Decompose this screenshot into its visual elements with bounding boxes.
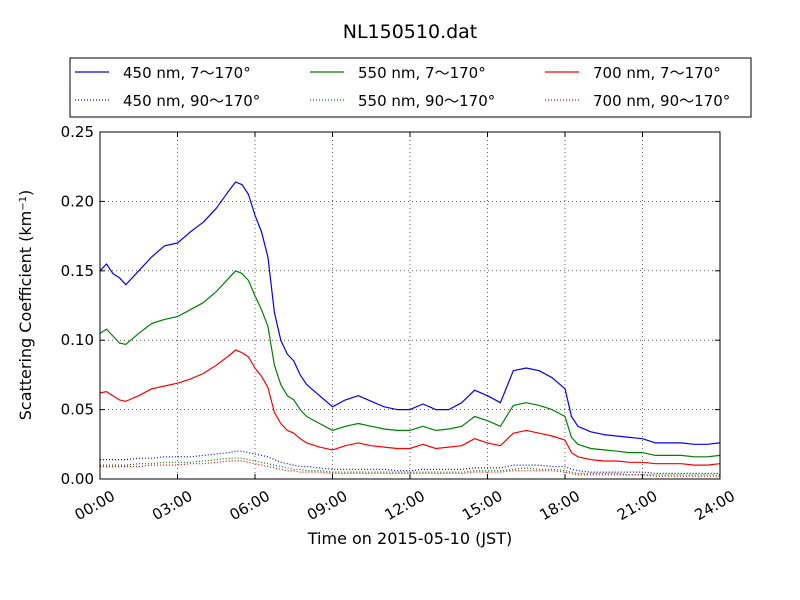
y-axis-label-close: ) — [16, 190, 35, 196]
legend-label: 550 nm, 7～170° — [358, 64, 486, 82]
series-line-550-nm-7-170 — [99, 270, 721, 458]
legend-label: 450 nm, 7～170° — [123, 64, 251, 82]
y-tick-label: 0.05 — [61, 401, 94, 419]
series-line-450-nm-90-170 — [100, 450, 720, 474]
chart-title: NL150510.dat — [343, 21, 478, 43]
y-tick-label: 0.10 — [61, 331, 94, 349]
legend: 450 nm, 7～170° 550 nm, 7～170° 700 nm, 7～17… — [69, 57, 752, 118]
legend-label: 700 nm, 7～170° — [593, 64, 721, 82]
y-axis-label-main: Scattering Coefficient (km — [16, 211, 35, 421]
y-tick-label: 0.20 — [61, 192, 94, 210]
legend-label: 550 nm, 90～170° — [358, 92, 495, 110]
y-tick-label: 0.00 — [61, 470, 94, 488]
legend-box — [69, 57, 752, 118]
y-tick-label: 0.15 — [61, 262, 94, 280]
legend-label: 450 nm, 90～170° — [123, 92, 260, 110]
y-tick-label: 0.25 — [61, 123, 94, 141]
plot-background — [100, 132, 720, 479]
y-axis-label: Scattering Coefficient (km−1) — [16, 190, 35, 421]
x-axis-label: Time on 2015-05-10 (JST) — [307, 529, 512, 548]
legend-label: 700 nm, 90～170° — [593, 92, 730, 110]
grid — [100, 132, 720, 479]
series-lines — [99, 181, 721, 477]
plot-area: 00:00 03:00 06:00 09:00 12:00 15:00 18:00 21:00… — [61, 123, 738, 524]
series-line-450-nm-7-170 — [99, 181, 721, 445]
y-axis-label-superscript: −1 — [18, 196, 29, 211]
series-line-700-nm-7-170 — [99, 349, 721, 466]
